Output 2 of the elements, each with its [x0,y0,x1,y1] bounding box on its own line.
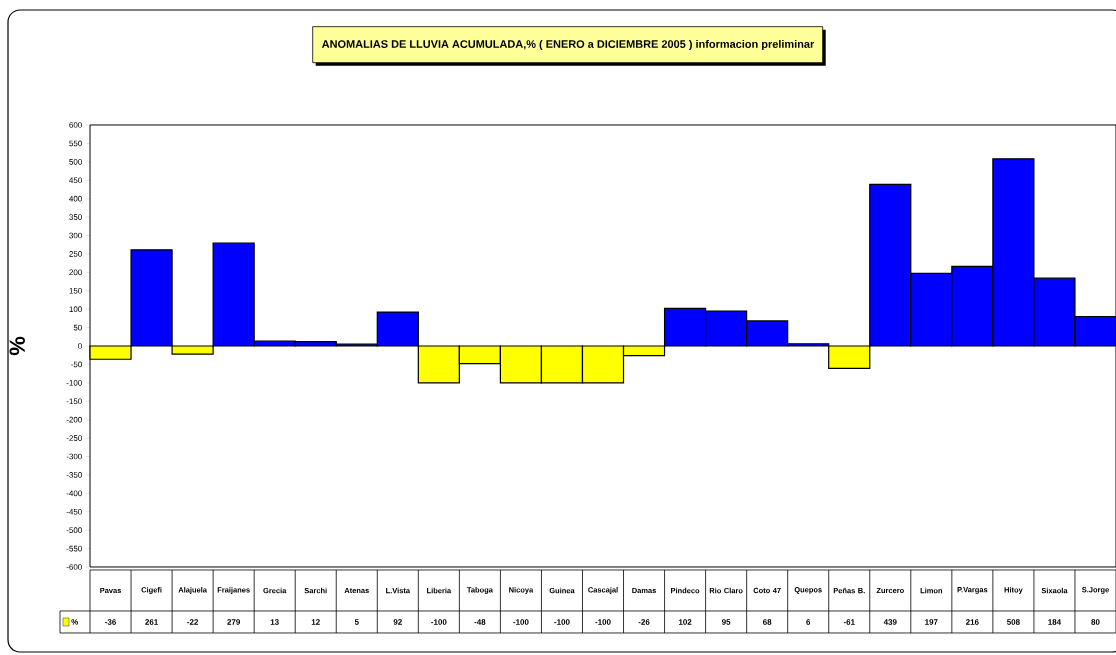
chart-title: ANOMALIAS DE LLUVIA ACUMULADA,% ( ENERO a DICIEMBRE 2005 ) informacion preliminar [321,39,815,51]
y-axis-title: % [9,336,25,356]
